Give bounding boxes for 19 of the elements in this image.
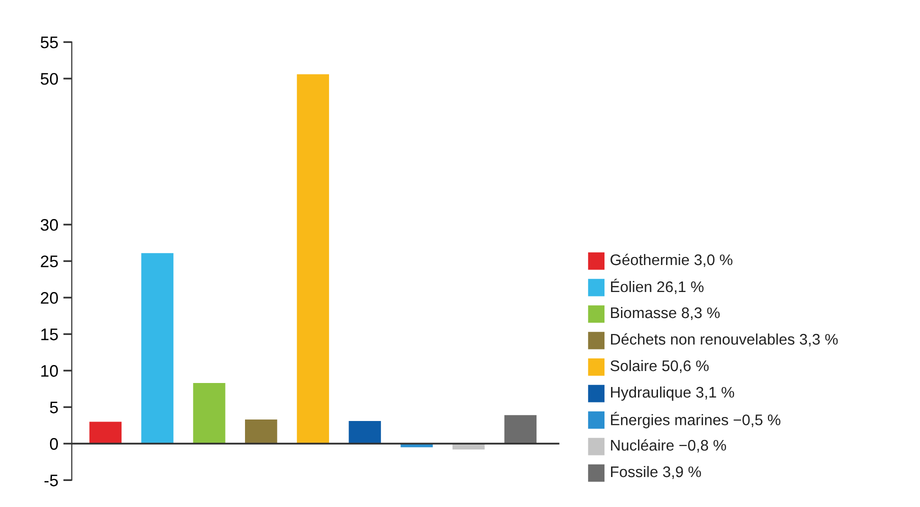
y-tick-label: 55	[40, 36, 58, 48]
y-tick-label: 5	[50, 402, 58, 414]
legend-label: Nucléaire −0,8 %	[611, 439, 726, 453]
legend-label: Déchets non renouvelables 3,3 %	[611, 333, 838, 347]
y-tick-label: 25	[40, 256, 58, 268]
legend-label: Biomasse 8,3 %	[611, 306, 720, 320]
legend-label: Énergies marines −0,5 %	[611, 412, 780, 428]
legend-label: Hydraulique 3,1 %	[611, 386, 734, 401]
legend-label: Solaire 50,6 %	[610, 360, 709, 374]
y-tick-label: 0	[50, 438, 58, 450]
y-tick-label: 50	[40, 72, 58, 85]
y-tick-label: 15	[41, 328, 58, 340]
legend-label: Géothermie 3,0 %	[610, 254, 732, 268]
legend-label: Fossile 3,9 %	[611, 466, 701, 480]
y-tick-label: -5	[44, 474, 58, 486]
legend-label: Éolien 26,1 %	[611, 278, 704, 294]
y-tick-label: 10	[41, 365, 58, 377]
y-tick-label: 30	[40, 219, 58, 231]
y-tick-label: 20	[40, 292, 58, 304]
